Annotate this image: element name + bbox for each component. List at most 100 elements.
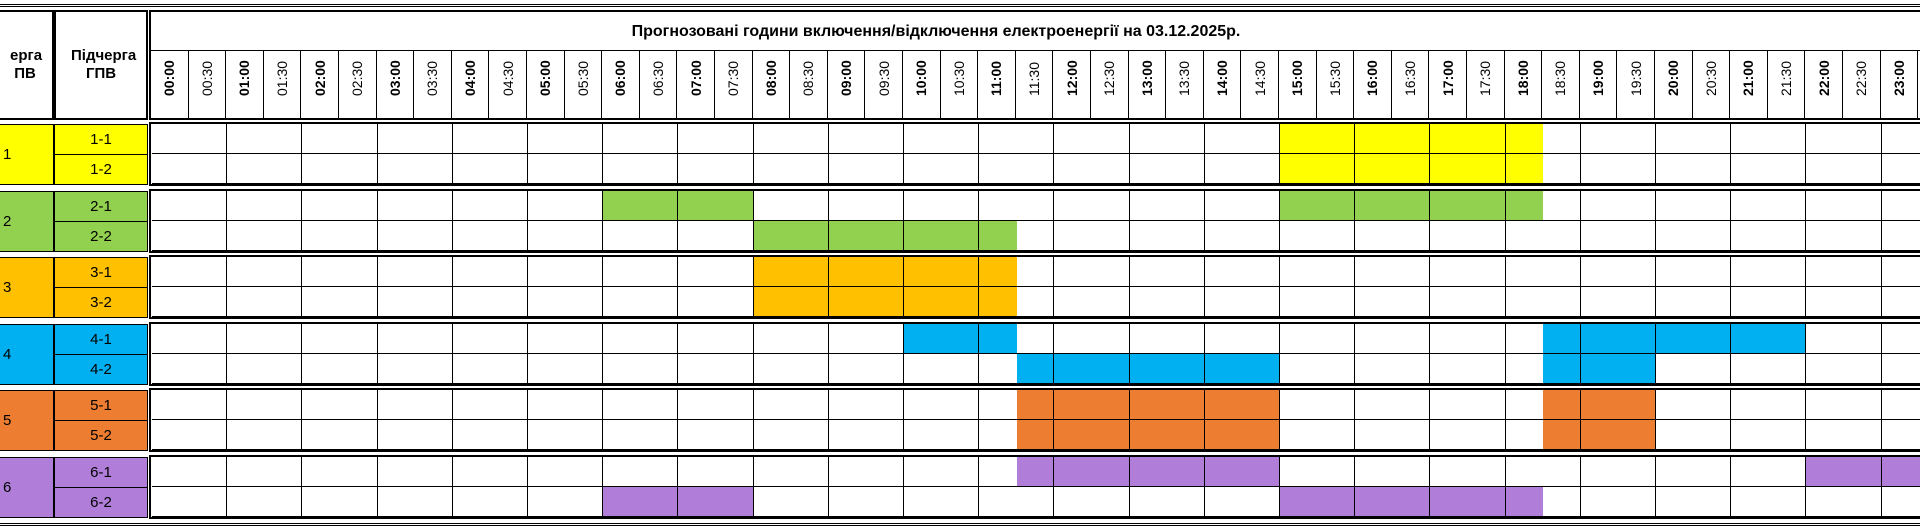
hour-cell <box>1355 124 1431 154</box>
time-slot-0400: 04:00 <box>452 50 490 118</box>
time-slot-2200: 22:00 <box>1805 50 1843 118</box>
time-label: 20:00 <box>1665 60 1682 96</box>
subqueue-column-header: Підчерга ГПВ <box>54 10 148 120</box>
time-label: 04:00 <box>462 60 479 96</box>
subqueue-6-2-label: 6-2 <box>54 486 148 518</box>
time-slot-2000: 20:00 <box>1655 50 1693 118</box>
hour-cell <box>1656 486 1732 517</box>
hour-cell <box>1054 486 1130 517</box>
time-slot-1530: 15:30 <box>1317 50 1355 118</box>
time-slot-1700: 17:00 <box>1429 50 1467 118</box>
hour-cell <box>1580 154 1656 184</box>
time-label: 13:30 <box>1176 60 1193 96</box>
hour-cell <box>1355 220 1431 251</box>
time-label: 01:30 <box>274 60 291 96</box>
hour-cell <box>152 486 228 517</box>
hour-cell <box>979 323 1055 354</box>
hour-cell <box>678 220 754 251</box>
hour-cell <box>753 353 829 384</box>
hour-cell <box>452 154 528 184</box>
hour-cell <box>152 390 228 420</box>
hour-cell <box>603 220 679 251</box>
hour-cell <box>1355 456 1431 487</box>
hour-cell <box>1505 190 1581 221</box>
hour-cell <box>1656 456 1732 487</box>
time-slot-1500: 15:00 <box>1279 50 1317 118</box>
hour-cell <box>302 124 378 154</box>
hour-cell <box>904 257 980 287</box>
hour-cell <box>1656 124 1732 154</box>
hour-cell <box>1505 420 1581 450</box>
time-label: 05:30 <box>574 60 591 96</box>
time-label: 18:30 <box>1552 60 1569 96</box>
hour-cell <box>1129 323 1205 354</box>
hour-cell <box>302 323 378 354</box>
hour-cell <box>1280 323 1356 354</box>
hour-cell <box>1280 190 1356 221</box>
hour-cell <box>452 323 528 354</box>
time-label: 11:30 <box>1026 62 1043 96</box>
hour-cell <box>1054 124 1130 154</box>
hour-cell <box>678 390 754 420</box>
hour-cell <box>528 353 604 384</box>
hour-cell <box>1505 323 1581 354</box>
hour-cell <box>1430 190 1506 221</box>
hour-cell <box>302 154 378 184</box>
hour-cell <box>528 456 604 487</box>
subqueue-3-2-label: 3-2 <box>54 287 148 318</box>
hour-cell <box>1580 257 1656 287</box>
outage-block <box>1806 456 1920 487</box>
hour-cell <box>904 190 980 221</box>
outage-block <box>1543 323 1807 354</box>
hour-cell <box>1430 124 1506 154</box>
hour-cell <box>1505 287 1581 317</box>
hour-cell <box>1054 323 1130 354</box>
subqueue-4-2-label: 4-2 <box>54 353 148 385</box>
hour-cell <box>528 154 604 184</box>
time-label: 17:30 <box>1477 60 1494 96</box>
time-slot-1830: 18:30 <box>1542 50 1580 118</box>
hour-cell <box>603 323 679 354</box>
hour-cell <box>1580 124 1656 154</box>
hour-cell <box>1881 457 1920 487</box>
hour-cell <box>1204 420 1280 450</box>
hour-cell <box>1881 154 1920 184</box>
queue-2-label: 2 <box>0 190 54 252</box>
hour-cell <box>1806 154 1882 184</box>
hour-cell <box>1430 420 1506 450</box>
time-label: 09:00 <box>838 60 855 96</box>
hour-cell <box>302 190 378 221</box>
page-title: Прогнозовані години включення/відключенн… <box>631 23 1241 40</box>
hour-cell <box>302 353 378 384</box>
time-slot-0700: 07:00 <box>677 50 715 118</box>
hour-cell <box>1656 190 1732 221</box>
hour-cell <box>1806 390 1882 420</box>
hour-cell <box>452 190 528 221</box>
hour-cell <box>1129 486 1205 517</box>
hour-cell <box>1806 190 1882 221</box>
hour-cell <box>528 190 604 221</box>
hour-cell <box>377 257 453 287</box>
time-label: 14:30 <box>1251 60 1268 96</box>
hour-cell <box>904 390 980 420</box>
hour-cell <box>1505 486 1581 517</box>
hour-cell <box>603 456 679 487</box>
hour-cell <box>979 390 1055 420</box>
hour-cell <box>603 190 679 221</box>
outage-block <box>1543 390 1656 420</box>
time-label: 04:30 <box>499 60 516 96</box>
time-slot-1300: 13:00 <box>1129 50 1167 118</box>
hour-cell <box>1204 323 1280 354</box>
subqueue-1-2-label: 1-2 <box>54 154 148 185</box>
hour-cell <box>603 486 679 517</box>
outage-block <box>603 486 754 517</box>
subqueue-3-1-label: 3-1 <box>54 257 148 288</box>
hour-cell <box>1580 287 1656 317</box>
time-slot-0300: 03:00 <box>377 50 415 118</box>
time-slot-0130: 01:30 <box>264 50 302 118</box>
hour-cell <box>979 353 1055 384</box>
hour-cell <box>528 390 604 420</box>
time-label: 02:00 <box>311 60 328 96</box>
time-slot-1230: 12:30 <box>1091 50 1129 118</box>
time-label: 06:00 <box>612 60 629 96</box>
